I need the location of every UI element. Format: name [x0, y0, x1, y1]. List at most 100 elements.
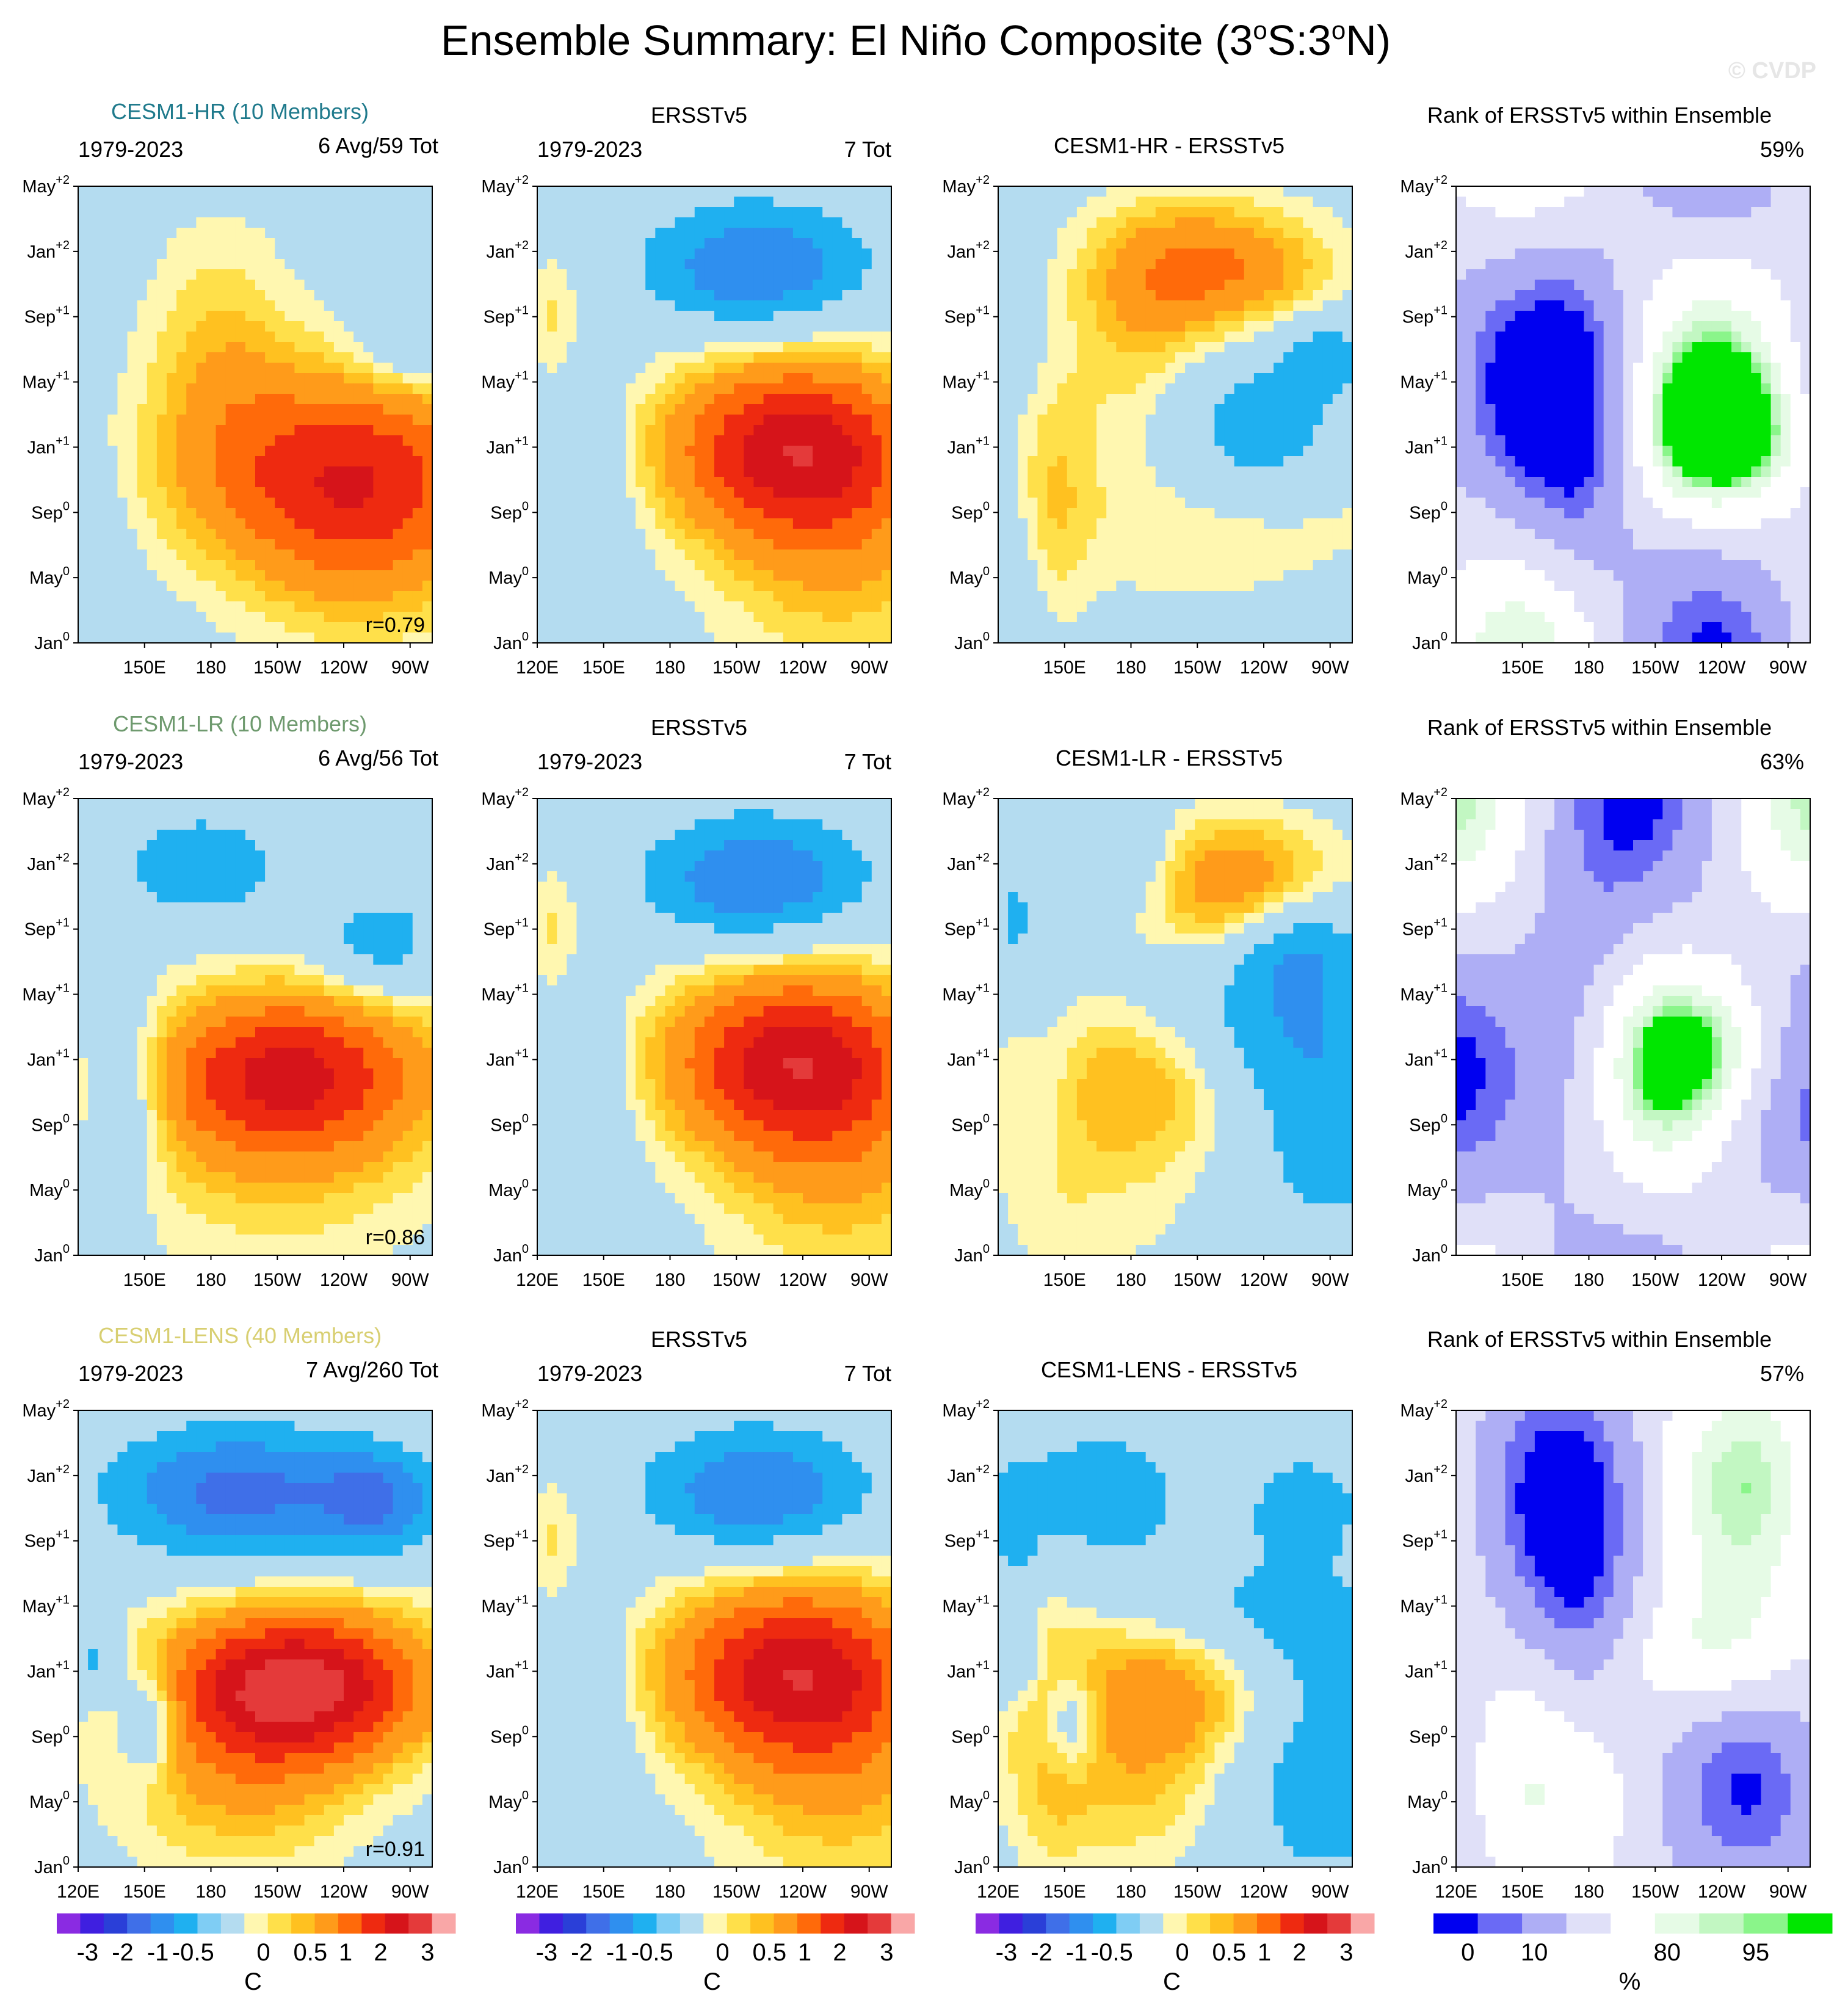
field-cell: [1185, 269, 1195, 280]
field-cell: [615, 425, 626, 436]
field-cell: [294, 228, 305, 239]
field-cell: [304, 549, 315, 560]
field-cell: [615, 456, 626, 467]
field-cell: [665, 332, 676, 343]
field-cell: [78, 612, 89, 623]
field-cell: [235, 560, 246, 571]
field-cell: [675, 456, 686, 467]
field-cell: [235, 269, 246, 280]
field-cell: [137, 477, 148, 488]
field-cell: [1322, 217, 1333, 228]
field-cell: [655, 498, 666, 509]
field-cell: [1185, 581, 1195, 592]
field-cell: [792, 466, 803, 477]
field-cell: [636, 622, 646, 633]
field-cell: [422, 601, 433, 612]
field-cell: [665, 435, 676, 446]
field-cell: [235, 321, 246, 332]
field-cell: [1293, 228, 1304, 239]
field-cell: [684, 197, 695, 208]
field-cell: [422, 508, 433, 519]
field-cell: [1076, 591, 1087, 602]
field-cell: [1682, 217, 1693, 228]
field-cell: [1145, 487, 1156, 498]
field-cell: [1244, 633, 1255, 644]
field-cell: [1057, 383, 1068, 394]
field-cell: [763, 311, 774, 322]
field-cell: [393, 394, 404, 405]
field-cell: [363, 529, 374, 540]
field-cell: [1106, 404, 1117, 415]
field-cell: [753, 415, 764, 426]
field-cell: [1037, 238, 1048, 249]
field-cell: [107, 425, 118, 436]
field-cell: [773, 197, 784, 208]
field-cell: [225, 633, 236, 644]
field-cell: [1274, 581, 1284, 592]
field-cell: [704, 487, 715, 498]
field-cell: [107, 404, 118, 415]
field-cell: [1322, 332, 1333, 343]
field-cell: [156, 197, 167, 208]
field-cell: [704, 186, 715, 197]
field-cell: [393, 269, 404, 280]
field-cell: [117, 186, 128, 197]
field-cell: [1027, 425, 1038, 436]
field-cell: [1136, 352, 1147, 363]
field-cell: [1136, 570, 1147, 581]
field-cell: [107, 466, 118, 477]
field-cell: [167, 539, 177, 550]
field-cell: [275, 321, 285, 332]
field-cell: [393, 633, 404, 644]
field-cell: [822, 415, 833, 426]
field-cell: [1264, 238, 1274, 249]
field-cell: [156, 633, 167, 644]
field-cell: [615, 311, 626, 322]
field-cell: [694, 477, 705, 488]
field-cell: [275, 342, 285, 353]
field-cell: [1322, 601, 1333, 612]
field-cell: [137, 383, 148, 394]
field-cell: [1018, 601, 1028, 612]
field-cell: [586, 311, 597, 322]
field-cell: [1342, 404, 1353, 415]
field-cell: [333, 415, 344, 426]
field-cell: [645, 248, 656, 259]
field-cell: [333, 612, 344, 623]
field-cell: [294, 570, 305, 581]
field-cell: [803, 487, 813, 498]
field-cell: [1136, 487, 1147, 498]
field-cell: [275, 549, 285, 560]
field-cell: [684, 238, 695, 249]
field-cell: [714, 404, 725, 415]
field-cell: [324, 311, 335, 322]
field-cell: [1106, 352, 1117, 363]
field-cell: [576, 332, 587, 343]
field-cell: [675, 570, 686, 581]
field-cell: [1283, 435, 1294, 446]
field-cell: [1018, 332, 1028, 343]
field-cell: [127, 363, 138, 374]
field-cell: [714, 280, 725, 291]
field-cell: [1008, 197, 1018, 208]
field-cell: [1136, 342, 1147, 353]
field-cell: [1653, 197, 1663, 208]
field-cell: [783, 622, 794, 633]
field-cell: [383, 197, 394, 208]
field-cell: [363, 549, 374, 560]
field-cell: [1322, 404, 1333, 415]
field-cell: [206, 238, 217, 249]
field-cell: [606, 300, 617, 311]
field-cell: [324, 217, 335, 228]
field-cell: [1283, 498, 1294, 509]
field-cell: [792, 425, 803, 436]
field-cell: [1780, 217, 1791, 228]
field-cell: [1195, 280, 1205, 291]
field-cell: [1244, 311, 1255, 322]
field-cell: [871, 415, 882, 426]
field-cell: [1087, 466, 1097, 477]
field-cell: [107, 383, 118, 394]
field-cell: [353, 290, 364, 301]
field-cell: [615, 446, 626, 457]
field-cell: [753, 477, 764, 488]
